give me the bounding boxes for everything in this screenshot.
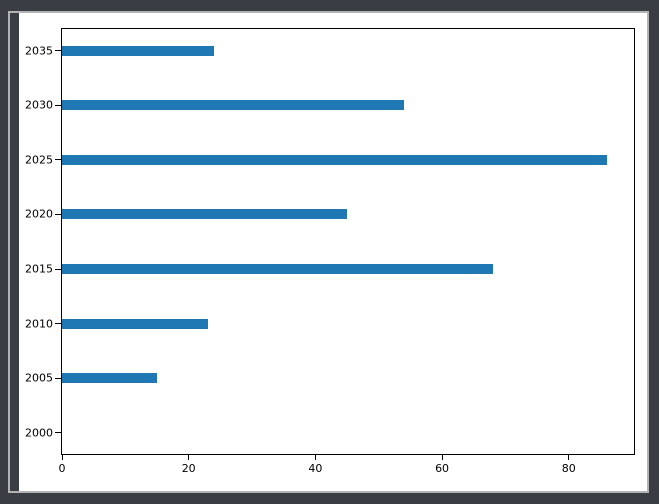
bar-2025 <box>62 154 607 165</box>
y-tick-mark <box>55 213 61 215</box>
bar-2015 <box>62 264 493 275</box>
chart-axes: 2000 2005 2010 2015 2020 2025 2030 2035 0 20 40 60… <box>25 28 635 474</box>
y-tick-mark <box>55 323 61 325</box>
y-tick-label: 2000 <box>25 426 53 440</box>
x-tick-mark <box>441 454 443 460</box>
y-tick-mark <box>55 377 61 379</box>
x-tick-mark <box>314 454 316 460</box>
chart-figure: 2000 2005 2010 2015 2020 2025 2030 2035 0 20 40 60… <box>19 13 647 491</box>
bar-2035 <box>62 45 215 56</box>
x-tick-label: 60 <box>435 462 450 475</box>
bar-2020 <box>62 209 348 220</box>
bar-2010 <box>62 318 208 329</box>
y-tick-mark <box>55 104 61 106</box>
x-tick-label: 0 <box>58 462 66 475</box>
x-tick-mark <box>188 454 190 460</box>
x-tick-mark <box>61 454 63 460</box>
x-tick-label: 80 <box>561 462 576 475</box>
y-tick-label: 2010 <box>25 317 53 331</box>
bar-2005 <box>62 373 158 384</box>
x-tick-label: 40 <box>308 462 323 475</box>
y-tick-label: 2035 <box>25 44 53 58</box>
y-tick-label: 2005 <box>25 371 53 385</box>
bar-2030 <box>62 100 405 111</box>
y-tick-mark <box>55 50 61 52</box>
y-tick-mark <box>55 268 61 270</box>
y-tick-label: 2015 <box>25 262 53 276</box>
y-tick-label: 2030 <box>25 98 53 112</box>
y-tick-label: 2025 <box>25 153 53 167</box>
y-tick-mark <box>55 432 61 434</box>
x-tick-label: 20 <box>181 462 196 475</box>
y-tick-label: 2020 <box>25 207 53 221</box>
y-tick-mark <box>55 159 61 161</box>
window-ridge-border <box>8 11 649 493</box>
x-tick-mark <box>568 454 570 460</box>
